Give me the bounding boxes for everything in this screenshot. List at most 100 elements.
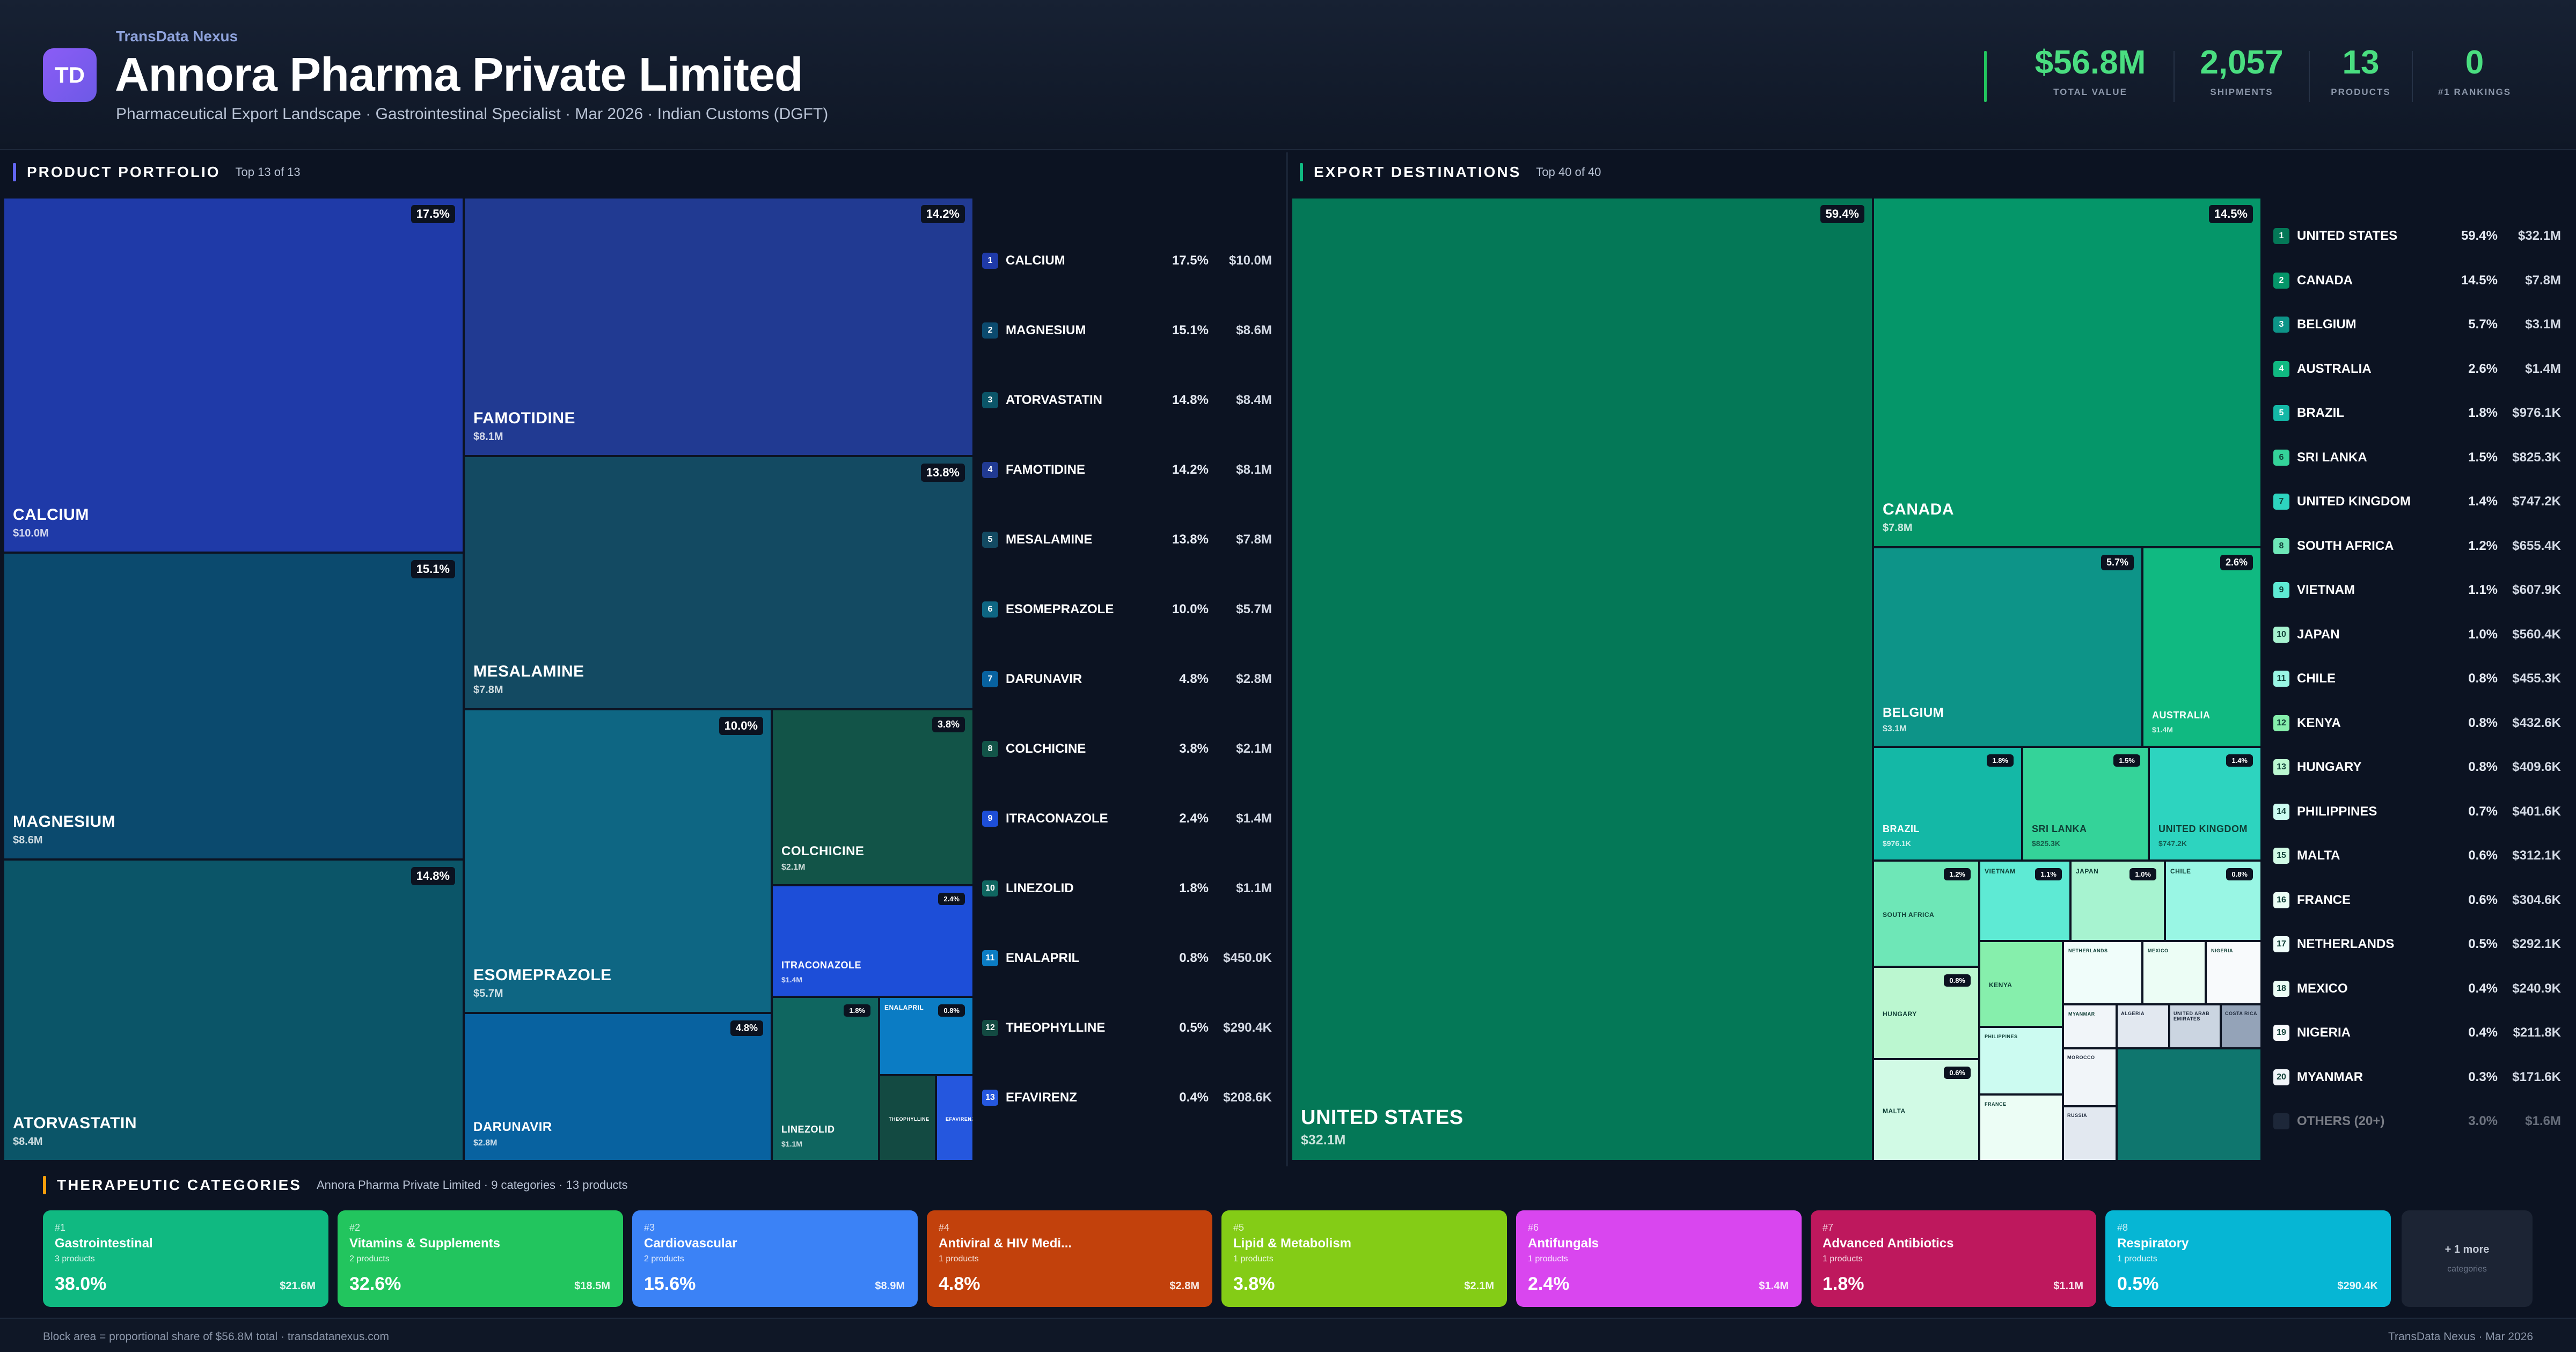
list-item-colchicine[interactable]: 8 COLCHICINE 3.8% $2.1M	[982, 738, 1272, 760]
treemap-tile-belgium[interactable]: $3.1M BELGIUM 5.7%	[1873, 547, 2142, 747]
list-item-famotidine[interactable]: 4 FAMOTIDINE 14.2% $8.1M	[982, 459, 1272, 481]
category-name: Cardiovascular	[644, 1236, 737, 1251]
list-item-south-africa[interactable]: 8 SOUTH AFRICA 1.2% $655.4K	[2273, 535, 2561, 557]
tile-percent-badge: 14.2%	[920, 205, 965, 223]
portfolio-treemap: $10.0M CALCIUM 17.5% $8.6M MAGNESIUM 15.1% $8.…	[3, 197, 974, 1161]
treemap-tile-others[interactable]	[2117, 1048, 2262, 1161]
list-item-canada[interactable]: 2 CANADA 14.5% $7.8M	[2273, 270, 2561, 291]
treemap-tile-kenya[interactable]: KENYA	[1979, 941, 2063, 1027]
treemap-tile-united-kingdom[interactable]: $747.2K UNITED KINGDOM 1.4%	[2149, 747, 2262, 861]
treemap-tile-australia[interactable]: $1.4M AUSTRALIA 2.6%	[2142, 547, 2262, 747]
tile-label: FRANCE	[1985, 1101, 2007, 1107]
list-item-itraconazole[interactable]: 9 ITRACONAZOLE 2.4% $1.4M	[982, 808, 1272, 829]
list-item-mesalamine[interactable]: 5 MESALAMINE 13.8% $7.8M	[982, 529, 1272, 550]
list-item-sri-lanka[interactable]: 6 SRI LANKA 1.5% $825.3K	[2273, 447, 2561, 468]
treemap-tile-russia[interactable]: RUSSIA	[2063, 1106, 2117, 1161]
category-card-gastrointestinal[interactable]: #1 Gastrointestinal 3 products 38.0% $21.6M	[43, 1210, 328, 1307]
list-item-calcium[interactable]: 1 CALCIUM 17.5% $10.0M	[982, 250, 1272, 271]
list-item-mexico[interactable]: 18 MEXICO 0.4% $240.9K	[2273, 978, 2561, 1000]
list-item-others[interactable]: OTHERS (20+) 3.0% $1.6M	[2273, 1111, 2561, 1132]
treemap-tile-canada[interactable]: $7.8M CANADA 14.5%	[1873, 197, 2262, 547]
treemap-tile-united-states[interactable]: $32.1M UNITED STATES 59.4%	[1291, 197, 1873, 1161]
treemap-tile-itraconazole[interactable]: $1.4M ITRACONAZOLE 2.4%	[772, 885, 974, 997]
treemap-tile-mesalamine[interactable]: $7.8M MESALAMINE 13.8%	[464, 456, 974, 709]
treemap-tile-calcium[interactable]: $10.0M CALCIUM 17.5%	[3, 197, 464, 553]
treemap-tile-efavirenz[interactable]: EFAVIRENZ	[936, 1075, 974, 1161]
treemap-tile-philippines[interactable]: PHILIPPINES	[1979, 1027, 2063, 1094]
list-item-hungary[interactable]: 13 HUNGARY 0.8% $409.6K	[2273, 756, 2561, 778]
treemap-tile-mexico[interactable]: MEXICO	[2142, 941, 2206, 1004]
list-item-theophylline[interactable]: 12 THEOPHYLLINE 0.5% $290.4K	[982, 1017, 1272, 1039]
tile-percent-badge: 15.1%	[411, 560, 455, 578]
tile-label: ITRACONAZOLE	[781, 960, 861, 971]
list-item-united-kingdom[interactable]: 7 UNITED KINGDOM 1.4% $747.2K	[2273, 491, 2561, 512]
rank-badge: 1	[982, 253, 998, 269]
treemap-tile-famotidine[interactable]: $8.1M FAMOTIDINE 14.2%	[464, 197, 974, 456]
list-item-myanmar[interactable]: 20 MYANMAR 0.3% $171.6K	[2273, 1067, 2561, 1088]
treemap-tile-linezolid[interactable]: $1.1M LINEZOLID 1.8%	[772, 997, 879, 1161]
category-card-antifungals[interactable]: #6 Antifungals 1 products 2.4% $1.4M	[1516, 1210, 1802, 1307]
list-item-linezolid[interactable]: 10 LINEZOLID 1.8% $1.1M	[982, 878, 1272, 899]
treemap-tile-esomeprazole[interactable]: $5.7M ESOMEPRAZOLE 10.0%	[464, 709, 772, 1013]
treemap-tile-nigeria[interactable]: NIGERIA	[2206, 941, 2262, 1004]
treemap-tile-costa-rica[interactable]: COSTA RICA	[2221, 1004, 2262, 1048]
list-item-france[interactable]: 16 FRANCE 0.6% $304.6K	[2273, 890, 2561, 911]
category-card-cardiovascular[interactable]: #3 Cardiovascular 2 products 15.6% $8.9M	[632, 1210, 918, 1307]
category-card-lipid-metabolism[interactable]: #5 Lipid & Metabolism 1 products 3.8% $2.1M	[1221, 1210, 1507, 1307]
treemap-tile-sri-lanka[interactable]: $825.3K SRI LANKA 1.5%	[2022, 747, 2149, 861]
list-item-philippines[interactable]: 14 PHILIPPINES 0.7% $401.6K	[2273, 801, 2561, 822]
list-item-netherlands[interactable]: 17 NETHERLANDS 0.5% $292.1K	[2273, 934, 2561, 955]
list-item-japan[interactable]: 10 JAPAN 1.0% $560.4K	[2273, 624, 2561, 645]
treemap-tile-colchicine[interactable]: $2.1M COLCHICINE 3.8%	[772, 709, 974, 885]
category-card-advanced-antibiotics[interactable]: #7 Advanced Antibiotics 1 products 1.8% $1.1…	[1811, 1210, 2096, 1307]
more-categories-card[interactable]: + 1 more categories	[2402, 1210, 2533, 1307]
treemap-tile-chile[interactable]: CHILE 0.8%	[2165, 861, 2262, 941]
item-percent: 2.6%	[2468, 361, 2498, 376]
treemap-tile-myanmar[interactable]: MYANMAR	[2063, 1004, 2117, 1048]
treemap-tile-morocco[interactable]: MOROCCO	[2063, 1048, 2117, 1106]
list-item-chile[interactable]: 11 CHILE 0.8% $455.3K	[2273, 668, 2561, 689]
treemap-tile-malta[interactable]: MALTA 0.6%	[1873, 1059, 1979, 1161]
item-value: $560.4K	[2512, 627, 2561, 642]
tile-label: NETHERLANDS	[2068, 948, 2108, 953]
list-item-darunavir[interactable]: 7 DARUNAVIR 4.8% $2.8M	[982, 668, 1272, 690]
treemap-tile-france[interactable]: FRANCE	[1979, 1094, 2063, 1161]
tile-percent-badge: 1.5%	[2113, 754, 2140, 767]
list-item-belgium[interactable]: 3 BELGIUM 5.7% $3.1M	[2273, 314, 2561, 335]
list-item-efavirenz[interactable]: 13 EFAVIRENZ 0.4% $208.6K	[982, 1087, 1272, 1108]
treemap-tile-brazil[interactable]: $976.1K BRAZIL 1.8%	[1873, 747, 2022, 861]
list-item-brazil[interactable]: 5 BRAZIL 1.8% $976.1K	[2273, 402, 2561, 424]
list-item-esomeprazole[interactable]: 6 ESOMEPRAZOLE 10.0% $5.7M	[982, 599, 1272, 620]
list-item-malta[interactable]: 15 MALTA 0.6% $312.1K	[2273, 845, 2561, 866]
destinations-ranking-list: 1 UNITED STATES 59.4% $32.1M 2 CANADA 14.5% $7.…	[2273, 225, 2561, 1137]
item-percent: 4.8%	[1179, 672, 1209, 686]
treemap-tile-south-africa[interactable]: SOUTH AFRICA 1.2%	[1873, 861, 1979, 967]
item-name: FAMOTIDINE	[1006, 462, 1085, 477]
treemap-tile-atorvastatin[interactable]: $8.4M ATORVASTATIN 14.8%	[3, 859, 464, 1161]
treemap-tile-magnesium[interactable]: $8.6M MAGNESIUM 15.1%	[3, 553, 464, 859]
tile-label: MYANMAR	[2068, 1011, 2095, 1017]
treemap-tile-netherlands[interactable]: NETHERLANDS	[2063, 941, 2142, 1004]
treemap-tile-united-arab-emirates[interactable]: UNITED ARAB EMIRATES	[2169, 1004, 2221, 1048]
list-item-kenya[interactable]: 12 KENYA 0.8% $432.6K	[2273, 712, 2561, 734]
list-item-nigeria[interactable]: 19 NIGERIA 0.4% $211.8K	[2273, 1022, 2561, 1044]
category-card-antiviral-hiv-medi[interactable]: #4 Antiviral & HIV Medi... 1 products 4.8% $…	[927, 1210, 1212, 1307]
rank-badge: 7	[2273, 494, 2289, 510]
treemap-tile-enalapril[interactable]: ENALAPRIL 0.8%	[879, 997, 974, 1075]
treemap-tile-algeria[interactable]: ALGERIA	[2117, 1004, 2169, 1048]
list-item-atorvastatin[interactable]: 3 ATORVASTATIN 14.8% $8.4M	[982, 390, 1272, 411]
list-item-vietnam[interactable]: 9 VIETNAM 1.1% $607.9K	[2273, 579, 2561, 601]
category-card-vitamins-supplements[interactable]: #2 Vitamins & Supplements 2 products 32.6% $…	[338, 1210, 623, 1307]
treemap-tile-vietnam[interactable]: VIETNAM 1.1%	[1979, 861, 2070, 941]
category-count: 1 products	[1528, 1254, 1568, 1263]
list-item-australia[interactable]: 4 AUSTRALIA 2.6% $1.4M	[2273, 358, 2561, 380]
treemap-tile-japan[interactable]: JAPAN 1.0%	[2070, 861, 2165, 941]
list-item-magnesium[interactable]: 2 MAGNESIUM 15.1% $8.6M	[982, 320, 1272, 341]
treemap-tile-theophylline[interactable]: THEOPHYLLINE	[879, 1075, 936, 1161]
list-item-united-states[interactable]: 1 UNITED STATES 59.4% $32.1M	[2273, 225, 2561, 247]
treemap-tile-darunavir[interactable]: $2.8M DARUNAVIR 4.8%	[464, 1013, 772, 1161]
item-name: MALTA	[2297, 848, 2340, 863]
category-card-respiratory[interactable]: #8 Respiratory 1 products 0.5% $290.4K	[2105, 1210, 2391, 1307]
treemap-tile-hungary[interactable]: HUNGARY 0.8%	[1873, 967, 1979, 1059]
list-item-enalapril[interactable]: 11 ENALAPRIL 0.8% $450.0K	[982, 947, 1272, 969]
